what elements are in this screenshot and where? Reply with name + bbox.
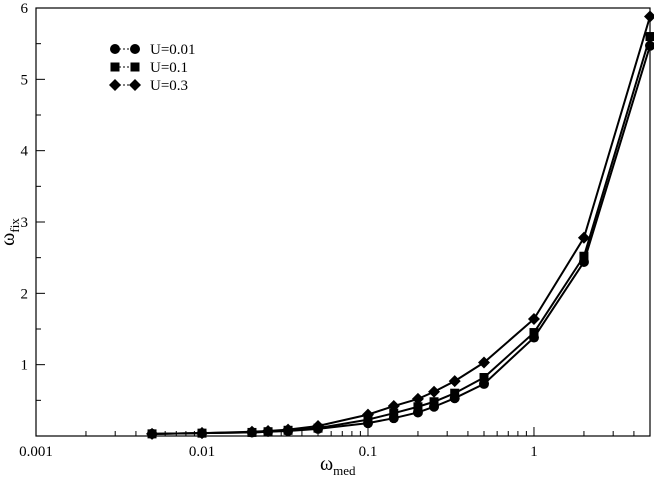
data-point [361,408,374,421]
legend-label: U=0.1 [150,60,188,76]
x-tick-label: 1 [530,444,538,460]
series-square [147,32,654,439]
x-tick-label: 0.1 [359,444,378,460]
x-tick-label: 0.01 [189,444,215,460]
data-point [527,313,540,326]
data-point [387,400,400,413]
y-tick-label: 4 [21,144,29,160]
series-circle [147,40,654,439]
data-point [478,356,491,369]
data-point [450,388,460,398]
data-point [479,373,489,383]
data-point [429,397,439,407]
series-line [152,16,651,435]
data-point [577,231,590,244]
legend-entry: U=0.1 [110,60,188,76]
data-point [579,251,589,261]
data-point [428,385,441,398]
y-tick-label: 6 [21,1,29,17]
data-point [245,425,258,438]
data-point [146,427,159,440]
x-axis-label: ωmed [320,453,356,478]
legend-marker [130,62,140,72]
data-point [448,375,461,388]
y-tick-label: 3 [21,215,29,231]
legend-marker [130,44,140,54]
data-point [262,425,275,438]
series-line [152,45,651,435]
data-point [529,328,539,338]
legend-label: U=0.3 [150,78,188,94]
data-point [411,392,424,405]
legend-marker [110,62,120,72]
legend-marker [110,44,120,54]
series-layer [146,10,654,440]
y-tick-label: 1 [21,358,29,374]
data-point [195,427,208,440]
legend-marker [109,79,121,91]
data-point [282,423,295,436]
y-axis-label: ωfix [0,218,22,246]
x-tick-label: 0.001 [19,444,53,460]
data-point [413,402,423,412]
series-diamond [146,10,654,440]
series-line [152,36,651,435]
y-tick-label: 2 [21,286,29,302]
legend-marker [129,79,141,91]
data-point [312,420,325,433]
data-point [644,10,654,23]
plot-frame [35,7,651,437]
legend-entry: U=0.3 [109,78,188,94]
legend-label: U=0.01 [150,42,196,58]
data-point [389,408,399,418]
legend-entry: U=0.01 [110,42,196,58]
y-tick-label: 5 [21,72,29,88]
legend: U=0.01 U=0.1 U=0.3 [109,42,196,94]
data-point [645,32,654,42]
